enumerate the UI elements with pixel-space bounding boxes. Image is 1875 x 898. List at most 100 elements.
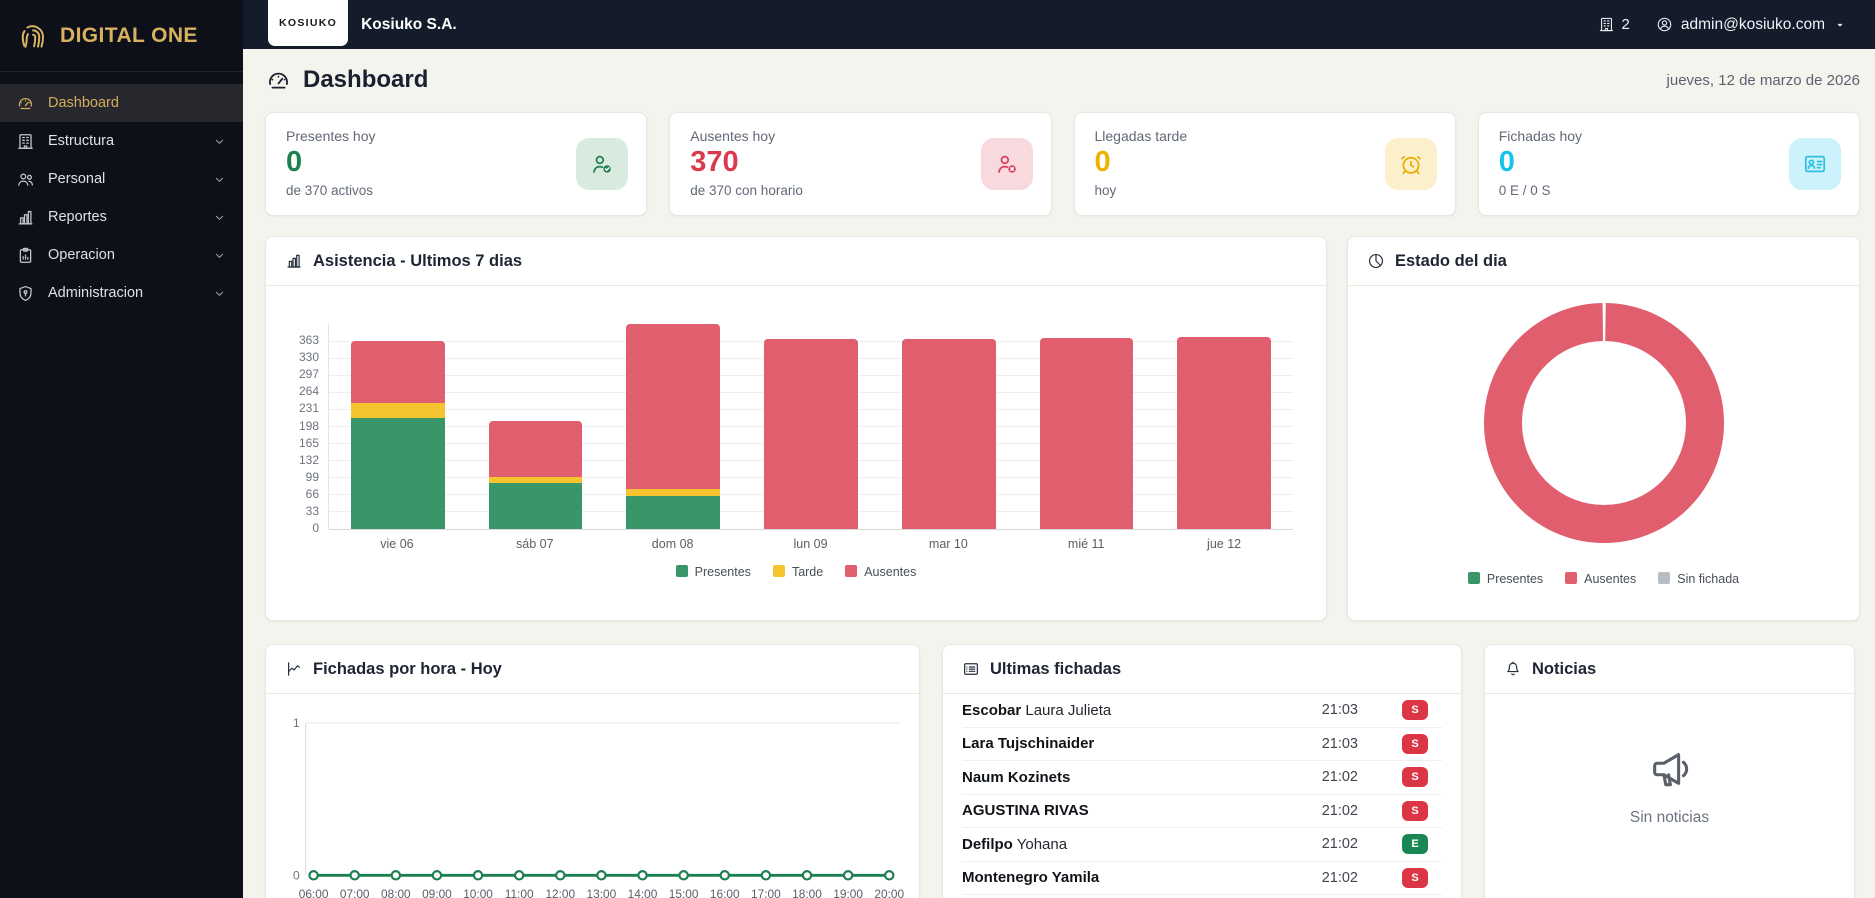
y-tick-label: 363 [298,333,319,348]
stat-sublabel: 0 E / 0 S [1498,183,1551,199]
stat-value: 0 [1094,146,1111,178]
charts-row: Asistencia - Ultimos 7 dias 0 33 66 99 132 16… [265,236,1860,621]
navbar-right: 2 admin@kosiuko.com [1598,16,1847,34]
chevron-down-icon [212,134,227,149]
svg-text:08:00: 08:00 [381,887,411,898]
x-tick-label: lun 09 [793,537,828,551]
person-surname: Defilpo [962,835,1013,853]
sidebar-item-label: Dashboard [48,95,119,111]
person-surname: Montenegro Yamila [962,869,1100,887]
svg-text:13:00: 13:00 [587,887,617,898]
sidebar-item-personal[interactable]: Personal [0,160,243,198]
fichada-type-badge: S [1402,700,1428,721]
fichada-type-badge: S [1402,800,1428,821]
fichada-type-badge: E [1402,834,1428,855]
page-date: jueves, 12 de marzo de 2026 [1666,71,1860,89]
sidebar-item-reportes[interactable]: Reportes [0,198,243,236]
companies-indicator[interactable]: 2 [1598,16,1630,33]
stat-label: Presentes hoy [286,128,376,144]
bar-mar-10 [880,324,1018,529]
x-tick-label: dom 08 [651,537,694,551]
brand[interactable]: DIGITAL ONE [0,0,243,72]
fichada-row: Defilpo Yohana 21:02 E [962,828,1442,862]
stat-sublabel: de 370 con horario [690,183,803,199]
bar-segment-tarde [351,403,445,418]
sidebar-item-operacion[interactable]: Operacion [0,236,243,274]
y-tick-label: 66 [305,486,319,501]
company-logo-tab[interactable]: KOSIUKO [268,0,349,46]
fichada-time: 21:02 [1321,869,1358,886]
legend-item: Tarde [772,565,823,579]
bar-mié-11 [1018,324,1156,529]
bar-sáb-07 [467,324,605,529]
stat-sublabel: de 370 activos [286,183,374,199]
fichada-type-badge: S [1402,767,1428,788]
sidebar-item-label: Reportes [48,209,107,225]
noticias-header: Noticias [1485,645,1854,694]
sidebar-item-label: Personal [48,171,106,187]
bar-lun-09 [742,324,880,529]
estado-donut [1348,286,1859,548]
person-name: Lara Tujschinaider [962,735,1302,752]
person-given: Laura Julieta [1021,701,1112,719]
user-menu[interactable]: admin@kosiuko.com [1656,16,1847,34]
bottom-row: Fichadas por hora - Hoy 0 1 06:00 07:00 08:0… [265,644,1860,898]
legend-swatch [1467,572,1480,584]
stat-card: Presentes hoy 0 de 370 activos [265,112,648,216]
chevron-down-icon [212,286,227,301]
bar-dom-08 [604,324,742,529]
person-name: Montenegro Yamila [962,869,1302,886]
person-surname: Naum Kozinets [962,768,1071,786]
person-surname: Escobar [962,701,1022,719]
sidebar-item-estructura[interactable]: Estructura [0,122,243,160]
companies-count: 2 [1621,16,1630,33]
bar-segment-tarde [488,476,583,484]
sidebar-menu: Dashboard Estructura Personal Reportes O… [0,72,243,312]
person-name: Defilpo Yohana [962,836,1302,853]
y-tick-label: 264 [298,384,319,399]
sidebar: DIGITAL ONE Dashboard Estructura Persona… [0,0,243,898]
asistencia-card: Asistencia - Ultimos 7 dias 0 33 66 99 132 16… [265,236,1327,621]
bar-segment-presentes [351,417,445,529]
fichada-time: 21:02 [1321,769,1358,786]
fichada-row: Lara Tujschinaider 21:03 S [962,728,1442,761]
noticias-card: Noticias Sin noticias [1484,644,1855,898]
y-tick-label: 198 [298,418,319,433]
person-surname: AGUSTINA RIVAS [962,802,1089,820]
stat-sublabel: hoy [1094,183,1117,199]
legend-item: Presentes [675,565,751,579]
sidebar-item-administracion[interactable]: Administracion [0,274,243,312]
ultimas-fichadas-list: Escobar Laura Julieta 21:03 S Lara Tujsc… [943,694,1461,898]
svg-text:16:00: 16:00 [710,887,740,898]
y-tick-label: 33 [305,503,319,518]
fichada-type-badge: S [1402,733,1428,754]
x-tick-label: sáb 07 [516,537,554,551]
bar-segment-ausentes [1039,337,1134,529]
bar-chart-icon [285,252,303,270]
y-tick-label: 231 [298,401,319,416]
company-name: Kosiuko S.A. [361,15,457,33]
bars [329,324,1293,529]
asistencia-xlabels: vie 06 sáb 07 dom 08 lun 09 mar 10 mié 11 jue … [328,537,1293,551]
gridline [329,528,1293,530]
sidebar-item-dashboard[interactable]: Dashboard [0,84,243,122]
x-tick-label: mar 10 [928,537,968,551]
svg-text:18:00: 18:00 [792,887,822,898]
legend-swatch [1658,572,1671,584]
stat-label: Ausentes hoy [690,128,776,144]
legend-swatch [675,565,688,577]
fichada-time: 21:03 [1321,702,1358,719]
legend-swatch [845,565,858,577]
line-chart-icon [285,660,303,678]
bar-segment-presentes [488,483,583,529]
bell-icon [1504,660,1522,678]
stat-card: Fichadas hoy 0 0 E / 0 S [1477,112,1860,216]
svg-text:15:00: 15:00 [669,887,699,898]
svg-text:17:00: 17:00 [751,887,781,898]
estado-legend: Presentes Ausentes Sin fichada [1348,572,1859,586]
fingerprint-icon [18,21,48,51]
svg-text:0: 0 [293,868,300,882]
brand-name: DIGITAL ONE [60,23,198,47]
person-name: Escobar Laura Julieta [962,702,1302,719]
person-name: AGUSTINA RIVAS [962,802,1302,819]
